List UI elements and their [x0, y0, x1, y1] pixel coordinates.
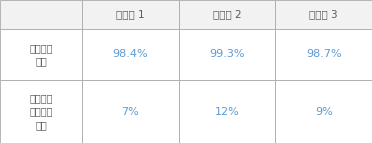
Bar: [82, 80, 179, 143]
Bar: [275, 29, 372, 80]
Text: 7%: 7%: [121, 107, 139, 117]
Bar: [0, 29, 82, 80]
Bar: [275, 0, 372, 29]
Text: 12%: 12%: [215, 107, 239, 117]
Bar: [0, 80, 82, 143]
Bar: [275, 80, 372, 143]
Text: 实施例 1: 实施例 1: [116, 9, 144, 19]
Text: 桦柏的成
活率: 桦柏的成 活率: [29, 43, 53, 66]
Text: 桦柏冠径
年生长增
长量: 桦柏冠径 年生长增 长量: [29, 93, 53, 130]
Bar: [179, 80, 275, 143]
Bar: [0, 0, 82, 29]
Bar: [179, 29, 275, 80]
Text: 实施例 3: 实施例 3: [310, 9, 338, 19]
Text: 实施例 2: 实施例 2: [213, 9, 241, 19]
Text: 9%: 9%: [315, 107, 333, 117]
Text: 98.7%: 98.7%: [306, 49, 341, 59]
Bar: [82, 0, 179, 29]
Bar: [82, 29, 179, 80]
Text: 98.4%: 98.4%: [112, 49, 148, 59]
Text: 99.3%: 99.3%: [209, 49, 245, 59]
Bar: [179, 0, 275, 29]
